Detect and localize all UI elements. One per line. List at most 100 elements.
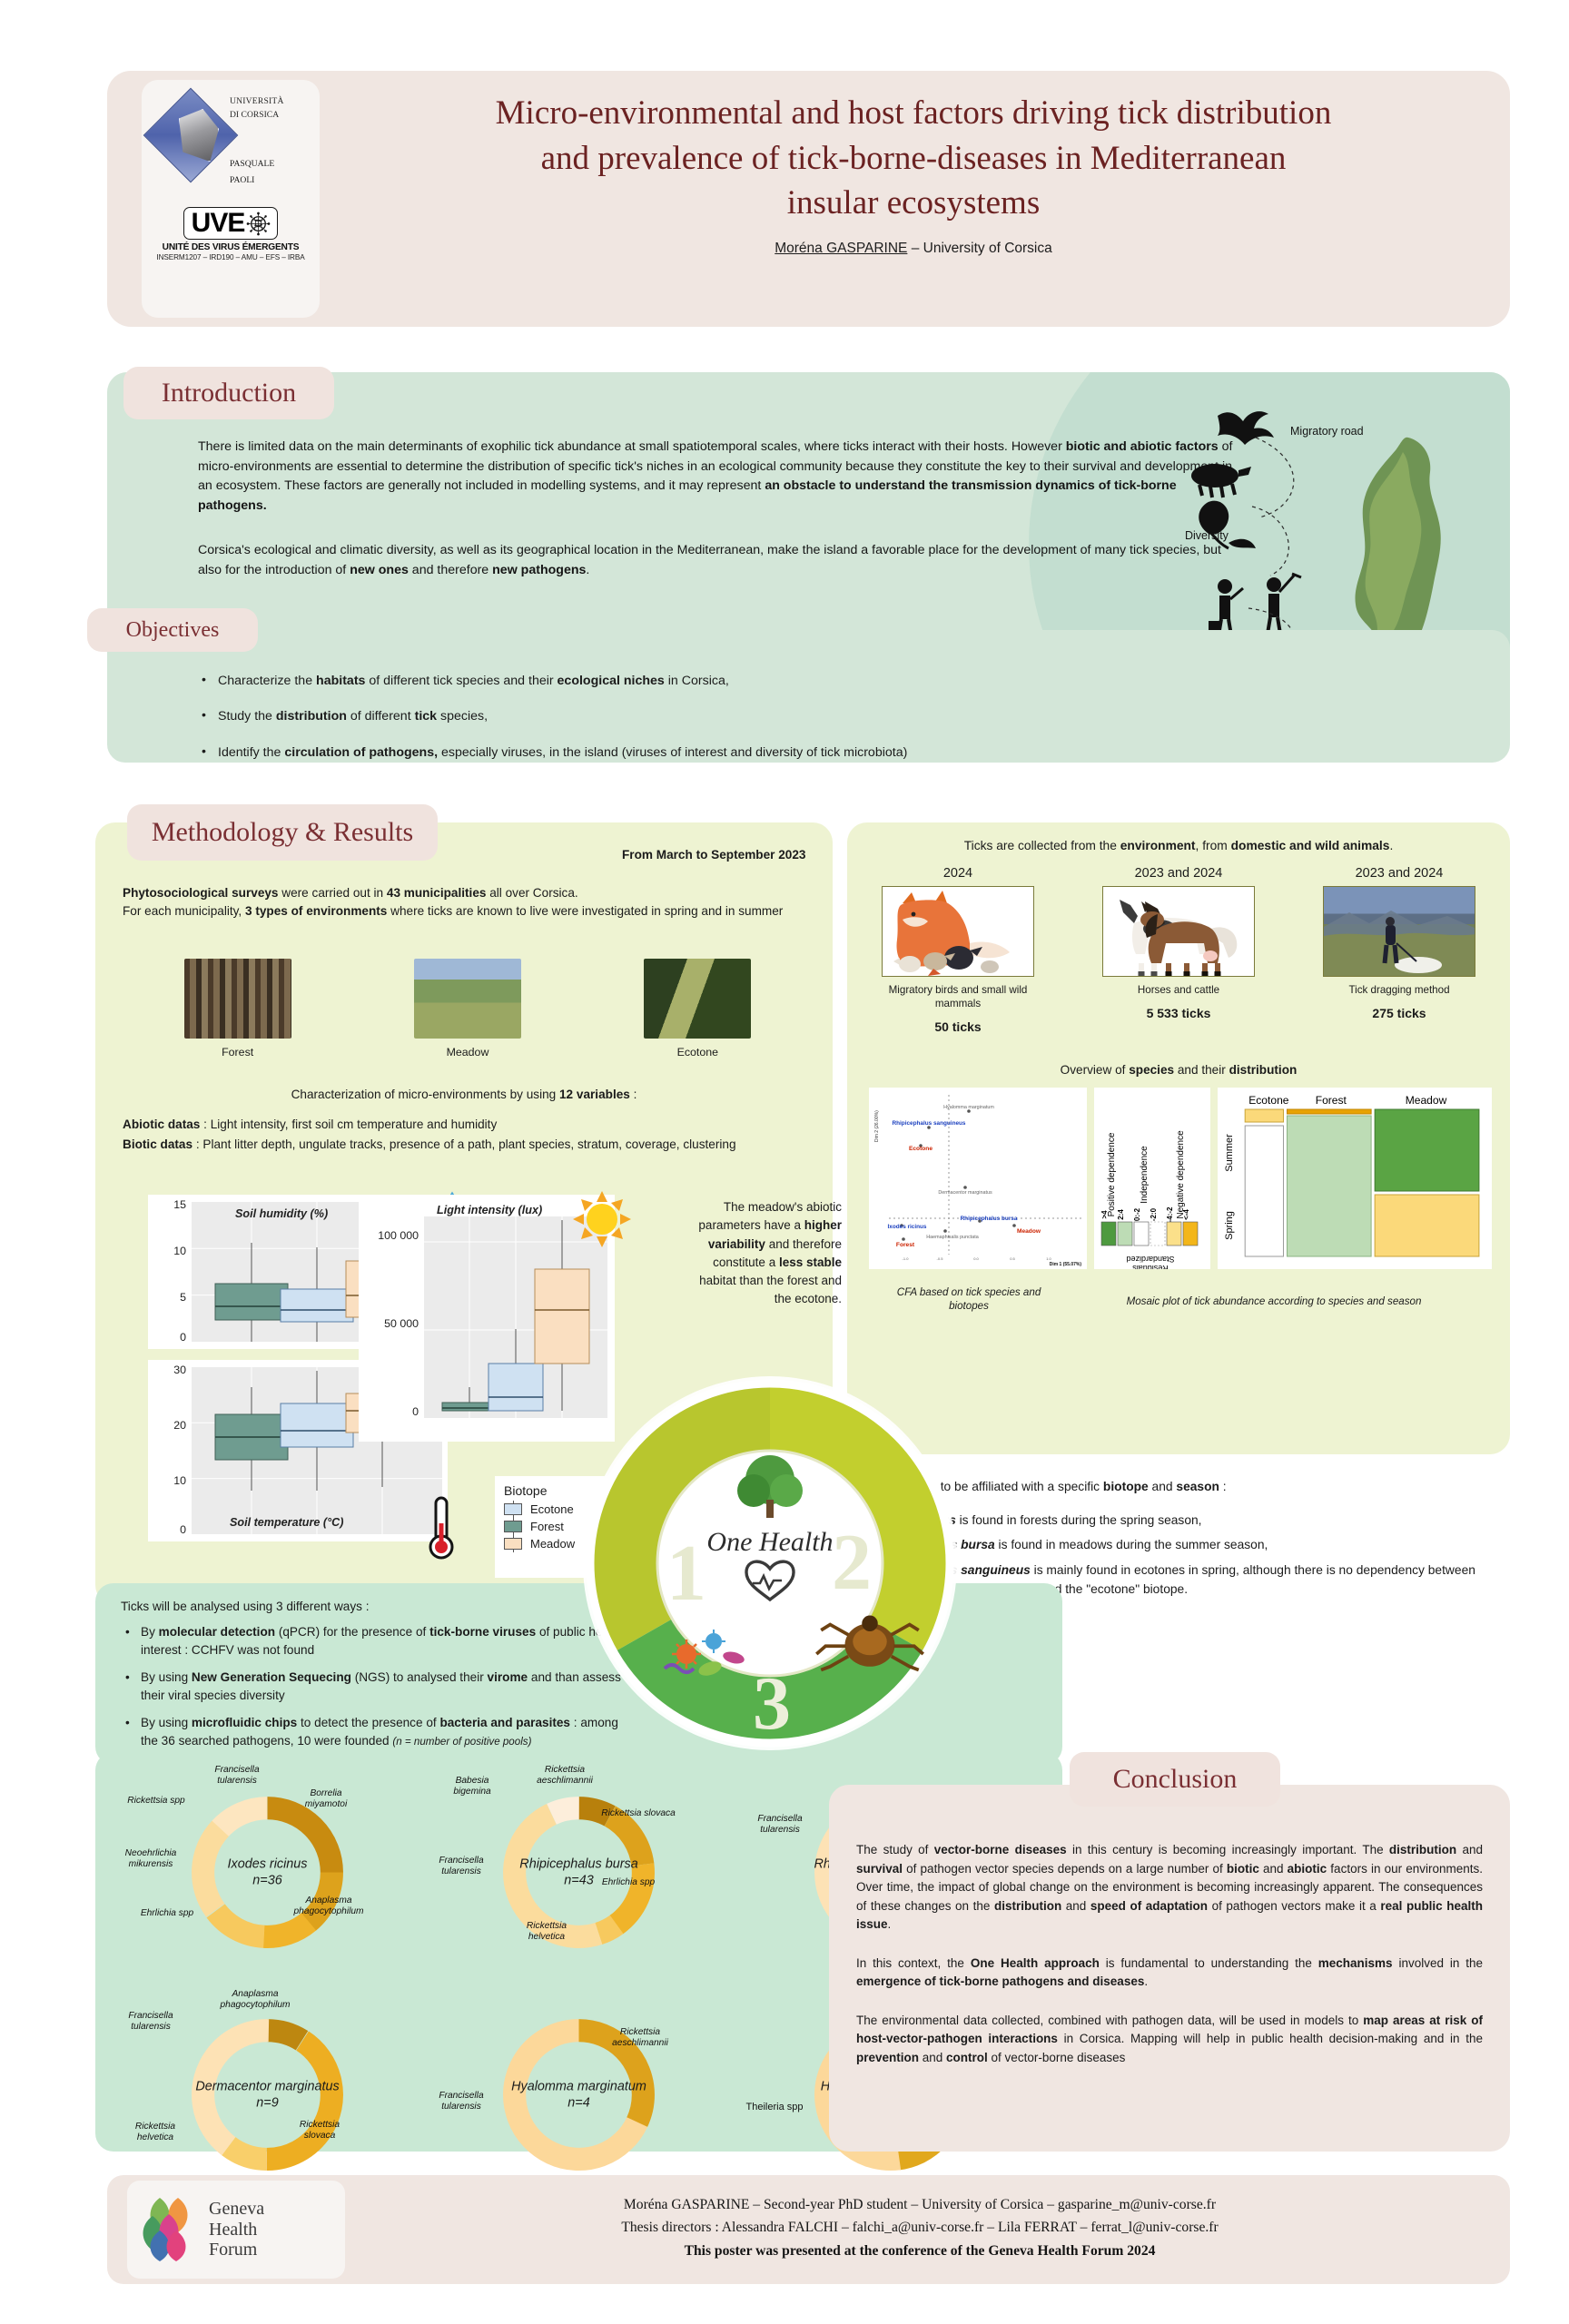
globe-virus-icon xyxy=(247,212,271,235)
mosaic-caption: Mosaic plot of tick abundance according … xyxy=(1126,1295,1422,1307)
ticks-collection-panel: Ticks are collected from the environment… xyxy=(847,822,1510,1454)
corsica-illustration: Migratory road Diversity Interactions Fr… xyxy=(1165,398,1492,743)
c3-g: of vector-borne diseases xyxy=(987,2050,1126,2064)
temp-ytick-3: 30 xyxy=(173,1364,186,1376)
cfa-scatter-svg: Hyalomma marginatum Rhipicephalus sangui… xyxy=(869,1088,1087,1269)
leaf-icon xyxy=(1199,500,1229,535)
section-title-objectives: Objectives xyxy=(87,608,258,652)
chart-light-intensity: Light intensity (lux) 100 000 50 000 0 xyxy=(359,1195,615,1442)
c3-b: map areas at risk of host-vector-pathoge… xyxy=(856,2013,1483,2046)
card1-year: 2024 xyxy=(942,866,973,881)
card1-count: 50 ticks xyxy=(934,1019,982,1035)
donut-2-center: Rhipicephalus bursa n=43 xyxy=(519,1856,637,1889)
mdw-c: and therefore constitute a xyxy=(713,1236,842,1269)
cfa-caption: CFA based on tick species and biotopes xyxy=(896,1286,1041,1313)
c1-e: and xyxy=(1456,1843,1484,1856)
ov-b: species xyxy=(1129,1063,1175,1077)
environment-meadow: Meadow xyxy=(413,959,521,1059)
conclusion-paragraph-1: The study of vector-borne diseases in th… xyxy=(856,1841,1483,1935)
ghf-line2: Health xyxy=(209,2219,258,2240)
donut-2-label-babesia: Babesia bigemina xyxy=(453,1776,491,1797)
author-name: Moréna GASPARINE xyxy=(775,240,908,256)
conclusion-paragraph-3: The environmental data collected, combin… xyxy=(856,2012,1483,2068)
ghf-line3: Forum xyxy=(209,2240,258,2260)
methodology-intro-text: Phytosociological surveys were carried o… xyxy=(123,884,813,921)
intro-p1-d: an obstacle to understand the transmissi… xyxy=(198,478,1177,513)
objective-item-3: Identify the circulation of pathogens, e… xyxy=(198,743,1197,763)
c1-b: vector-borne diseases xyxy=(933,1843,1067,1856)
an1-d: tick-borne viruses xyxy=(429,1625,537,1639)
svg-text:Forest: Forest xyxy=(896,1242,915,1248)
donut-5-n: n=4 xyxy=(567,2095,590,2111)
title-line-2: and prevalence of tick-borne-diseases in… xyxy=(540,139,1287,177)
donut-2-label-helvetica: Rickettsia helvetica xyxy=(526,1921,567,1943)
c3-d: prevention xyxy=(856,2050,920,2064)
intro-p1-b: biotic and abiotic factors xyxy=(1065,439,1219,454)
svg-text:Haemaphisalis punctata: Haemaphisalis punctata xyxy=(926,1235,979,1240)
an1-c: (qPCR) for the presence of xyxy=(275,1625,430,1639)
wheel-number-1: 1 xyxy=(666,1530,706,1618)
meth-a: Phytosociological surveys xyxy=(123,886,279,900)
ov-c: and their xyxy=(1174,1063,1229,1077)
environment-ecotone: Ecotone xyxy=(644,959,752,1059)
person-hiker-icon xyxy=(1218,579,1232,594)
donut-1-label-ehrlichia: Ehrlichia spp xyxy=(140,1908,194,1918)
svg-text:>4: >4 xyxy=(1100,1210,1109,1219)
humidity-ytick-1: 5 xyxy=(180,1291,186,1304)
humidity-ytick-3: 15 xyxy=(173,1198,186,1211)
mosaic-plot-svg: Ecotone Forest Meadow Summer Spring xyxy=(1218,1088,1492,1269)
poster-footer: Geneva Health Forum Moréna GASPARINE – S… xyxy=(107,2175,1510,2284)
temperature-title: Soil temperature (°C) xyxy=(230,1516,344,1529)
c1-f: survival xyxy=(856,1861,903,1876)
residuals-legend: Positive dependence Independence Negativ… xyxy=(1094,1088,1210,1273)
univ-line4-a: P xyxy=(230,175,234,185)
ghf-wordmark: Geneva Health Forum xyxy=(209,2199,264,2260)
univ-line4-b: AOLI xyxy=(233,175,255,185)
c1-o: of pathogen vectors make it a xyxy=(1208,1898,1381,1913)
author-byline: Moréna GASPARINE – University of Corsica xyxy=(334,241,1493,257)
university-of-corsica-logo: UNIVERSITÀ DI CORSICA PASQUALE PAOLI xyxy=(143,87,315,205)
institution-logos: UNIVERSITÀ DI CORSICA PASQUALE PAOLI UVE xyxy=(142,80,320,318)
meth-g: where ticks are known to live were inves… xyxy=(387,904,784,919)
tk-head-e: . xyxy=(1389,839,1394,852)
conclusion-paragraph-2: In this context, the One Health approach… xyxy=(856,1955,1483,1992)
geneva-health-forum-logo: Geneva Health Forum xyxy=(127,2181,345,2279)
poster-header: UNIVERSITÀ DI CORSICA PASQUALE PAOLI UVE xyxy=(107,71,1510,327)
univ-line2-c: ORSICA xyxy=(246,109,280,120)
analysis-item-2: By using New Generation Sequecing (NGS) … xyxy=(121,1669,629,1706)
char-b: 12 variables xyxy=(559,1088,630,1101)
mosaic-plot: Ecotone Forest Meadow Summer Spring xyxy=(1218,1088,1492,1269)
c1-d: distribution xyxy=(1388,1843,1457,1856)
mdw-d: less stable xyxy=(778,1255,842,1269)
an3-a: By using xyxy=(141,1715,192,1729)
card2-caption: Horses and cattle xyxy=(1137,984,1220,996)
card2-year: 2023 and 2024 xyxy=(1134,866,1223,881)
footer-line-1: Moréna GASPARINE – Second-year PhD stude… xyxy=(623,2197,1217,2212)
university-logo-text: UNIVERSITÀ DI CORSICA xyxy=(230,94,313,120)
sn-d: season xyxy=(1176,1480,1219,1493)
char-c: : xyxy=(629,1088,637,1101)
label-migratory-road: Migratory road xyxy=(1290,425,1364,438)
svg-text:2:4: 2:4 xyxy=(1117,1209,1125,1220)
donut-4-n: n=9 xyxy=(256,2095,279,2111)
tree-icon xyxy=(737,1455,803,1518)
sp2-rest: is found in meadows during the summer se… xyxy=(994,1538,1268,1552)
boxplot-charts: Soil humidity (%) 15 10 5 0 xyxy=(112,1191,631,1585)
donut-2-n: n=43 xyxy=(564,1873,594,1888)
svg-text:-2:0: -2:0 xyxy=(1150,1207,1158,1221)
c1-c: in this century is becoming increasingly… xyxy=(1066,1843,1389,1856)
an1-b: molecular detection xyxy=(158,1625,276,1639)
c1-l: distribution xyxy=(993,1898,1062,1913)
svg-text:Summer: Summer xyxy=(1224,1134,1235,1172)
c1-g: of pathogen vector species depends on a … xyxy=(903,1861,1227,1876)
an3-b: microfluidic chips xyxy=(191,1715,298,1729)
univ-line4: PAOLI xyxy=(230,172,254,186)
collection-card-livestock: 2023 and 2024 xyxy=(1088,866,1269,1034)
donut-4-species: Dermacentor marginatus xyxy=(195,2079,340,2094)
donut-1-n: n=36 xyxy=(252,1873,282,1888)
obj1-a: Characterize the xyxy=(218,674,317,688)
donut-4-svg xyxy=(192,2019,343,2171)
obj3-c: especially viruses, in the island (virus… xyxy=(438,744,908,760)
svg-text:Positive dependence: Positive dependence xyxy=(1107,1132,1117,1216)
